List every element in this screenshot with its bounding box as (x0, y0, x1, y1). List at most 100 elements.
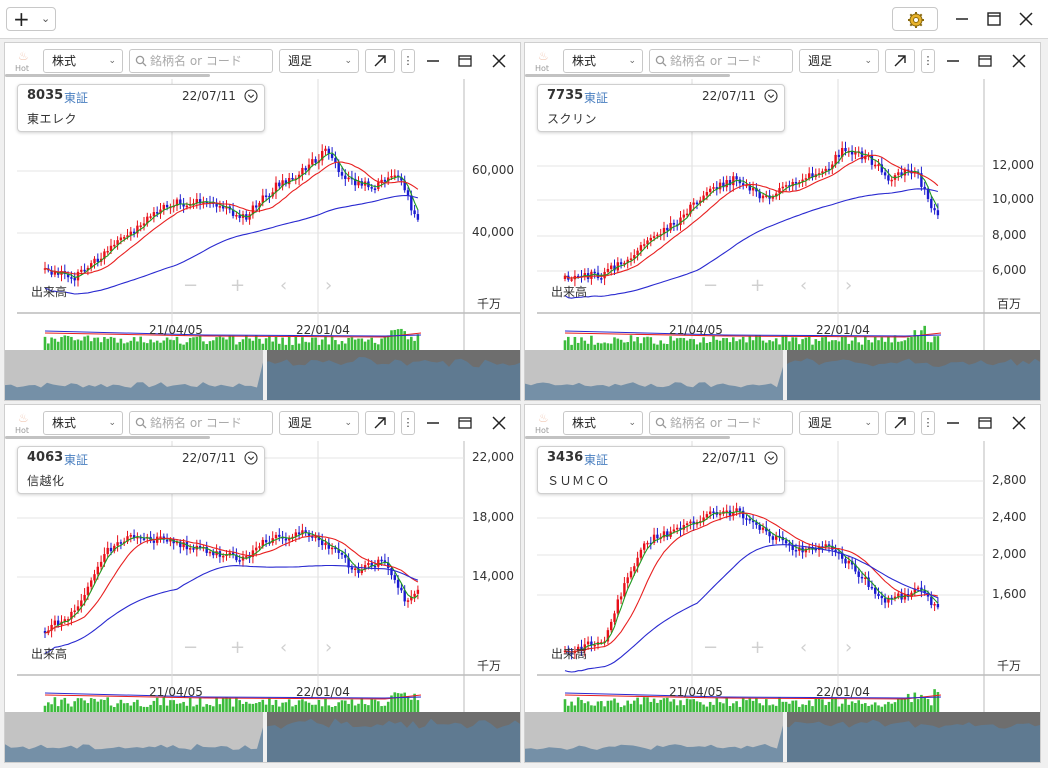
pan-left-icon[interactable]: ‹ (800, 275, 808, 296)
chevron-down-circle-icon[interactable] (244, 451, 258, 465)
volume-bar (320, 339, 324, 351)
pan-right-icon[interactable]: › (845, 275, 853, 296)
zoom-out-icon[interactable]: − (183, 637, 199, 658)
pan-right-icon[interactable]: › (845, 637, 853, 658)
range-navigator[interactable] (5, 712, 520, 762)
more-options-button[interactable]: ⋮ (921, 411, 935, 435)
volume-bar (96, 701, 100, 713)
volume-bar (294, 335, 298, 351)
chart-panel-7735: ♨ Hot 株式 ⌄ 週足 ⌄ ⋮ (524, 42, 1041, 401)
search-input[interactable] (150, 51, 268, 71)
hot-button[interactable]: ♨ Hot (13, 49, 33, 75)
pan-left-icon[interactable]: ‹ (800, 637, 808, 658)
price-chart[interactable] (5, 441, 521, 713)
zoom-out-icon[interactable]: − (703, 275, 719, 296)
zoom-out-icon[interactable]: − (183, 275, 199, 296)
volume-bar (235, 697, 238, 713)
stock-info-box[interactable]: 3436 東証 22/07/11 ＳＵＭＣＯ (537, 446, 785, 494)
type-select[interactable]: 株式 ⌄ (43, 49, 123, 73)
range-navigator[interactable] (525, 350, 1040, 400)
panel-close-icon[interactable] (489, 413, 509, 433)
panel-minimize-icon[interactable] (943, 51, 963, 71)
pan-left-icon[interactable]: ‹ (280, 275, 288, 296)
period-select[interactable]: 週足 ⌄ (279, 411, 359, 435)
type-select[interactable]: 株式 ⌄ (43, 411, 123, 435)
panel-close-icon[interactable] (489, 51, 509, 71)
pan-left-icon[interactable]: ‹ (280, 637, 288, 658)
panel-close-icon[interactable] (1009, 413, 1029, 433)
panel-close-icon[interactable] (1009, 51, 1029, 71)
more-options-button[interactable]: ⋮ (401, 49, 415, 73)
toolbar-scrollbar[interactable] (5, 74, 210, 77)
minimize-icon[interactable] (951, 8, 973, 30)
search-box[interactable] (129, 49, 273, 73)
volume-bar (735, 341, 738, 351)
panel-maximize-icon[interactable] (455, 413, 475, 433)
candle (834, 549, 837, 553)
hot-button[interactable]: ♨ Hot (533, 411, 553, 437)
close-icon[interactable] (1015, 8, 1037, 30)
price-chart[interactable] (525, 79, 1041, 351)
maximize-icon[interactable] (983, 8, 1005, 30)
zoom-in-icon[interactable]: + (750, 275, 766, 296)
toolbar-scrollbar[interactable] (5, 436, 210, 439)
zoom-in-icon[interactable]: + (230, 275, 246, 296)
zoom-out-icon[interactable]: − (703, 637, 719, 658)
popout-button[interactable] (885, 411, 915, 435)
range-navigator[interactable] (5, 350, 520, 400)
volume-bar (870, 342, 874, 351)
pan-right-icon[interactable]: › (325, 637, 333, 658)
volume-bar (603, 706, 606, 713)
search-input[interactable] (670, 413, 788, 433)
volume-bar (916, 335, 920, 351)
volume-bar (672, 340, 676, 351)
search-box[interactable] (649, 49, 793, 73)
volume-bar (182, 701, 185, 713)
panel-minimize-icon[interactable] (943, 413, 963, 433)
more-options-button[interactable]: ⋮ (401, 411, 415, 435)
popout-button[interactable] (885, 49, 915, 73)
chevron-down-circle-icon[interactable] (764, 89, 778, 103)
range-navigator[interactable] (525, 712, 1040, 762)
toolbar-scrollbar[interactable] (525, 436, 730, 439)
price-chart[interactable] (525, 441, 1041, 713)
search-input[interactable] (150, 413, 268, 433)
period-select[interactable]: 週足 ⌄ (799, 411, 879, 435)
zoom-in-icon[interactable]: + (750, 637, 766, 658)
toolbar-scrollbar[interactable] (525, 74, 730, 77)
panel-maximize-icon[interactable] (975, 51, 995, 71)
period-select[interactable]: 週足 ⌄ (279, 49, 359, 73)
chevron-down-circle-icon[interactable] (764, 451, 778, 465)
volume-bar (80, 698, 83, 713)
add-chart-button[interactable]: + ⌄ (6, 7, 56, 31)
panel-minimize-icon[interactable] (423, 413, 443, 433)
stock-info-box[interactable]: 8035 東証 22/07/11 東エレク (17, 84, 265, 132)
settings-button[interactable] (892, 7, 938, 31)
stock-info-box[interactable]: 7735 東証 22/07/11 スクリン (537, 84, 785, 132)
panel-maximize-icon[interactable] (975, 413, 995, 433)
popout-button[interactable] (365, 49, 395, 73)
candle (383, 560, 387, 563)
more-options-button[interactable]: ⋮ (921, 49, 935, 73)
panel-maximize-icon[interactable] (455, 51, 475, 71)
chevron-down-circle-icon[interactable] (244, 89, 258, 103)
candle (699, 200, 702, 203)
hot-button[interactable]: ♨ Hot (533, 49, 553, 75)
stock-info-box[interactable]: 4063 東証 22/07/11 信越化 (17, 446, 265, 494)
pan-right-icon[interactable]: › (325, 275, 333, 296)
type-select[interactable]: 株式 ⌄ (563, 411, 643, 435)
zoom-in-icon[interactable]: + (230, 637, 246, 658)
candle (103, 554, 106, 562)
volume-bar (380, 706, 383, 713)
type-select[interactable]: 株式 ⌄ (563, 49, 643, 73)
candle (373, 566, 377, 568)
popout-button[interactable] (365, 411, 395, 435)
period-select[interactable]: 週足 ⌄ (799, 49, 879, 73)
search-box[interactable] (129, 411, 273, 435)
search-box[interactable] (649, 411, 793, 435)
candle (877, 164, 880, 166)
panel-minimize-icon[interactable] (423, 51, 443, 71)
price-chart[interactable] (5, 79, 521, 351)
search-input[interactable] (670, 51, 788, 71)
hot-button[interactable]: ♨ Hot (13, 411, 33, 437)
